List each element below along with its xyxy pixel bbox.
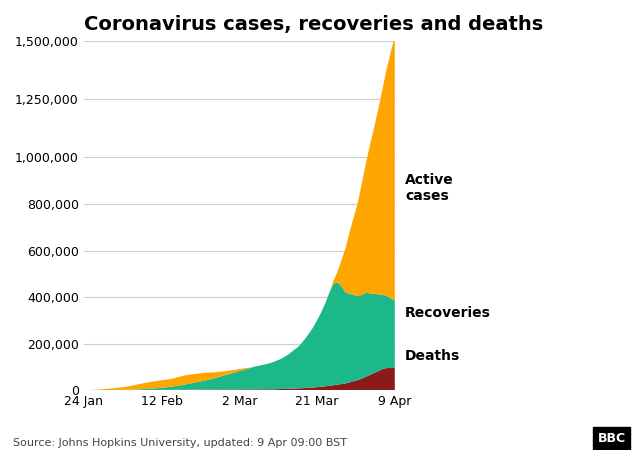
Text: BBC: BBC [598,432,626,445]
Text: Active
cases: Active cases [405,173,454,203]
Text: Source: Johns Hopkins University, updated: 9 Apr 09:00 BST: Source: Johns Hopkins University, update… [13,438,347,448]
Text: Deaths: Deaths [405,349,460,364]
Text: Coronavirus cases, recoveries and deaths: Coronavirus cases, recoveries and deaths [84,15,543,34]
Text: Recoveries: Recoveries [405,306,491,320]
